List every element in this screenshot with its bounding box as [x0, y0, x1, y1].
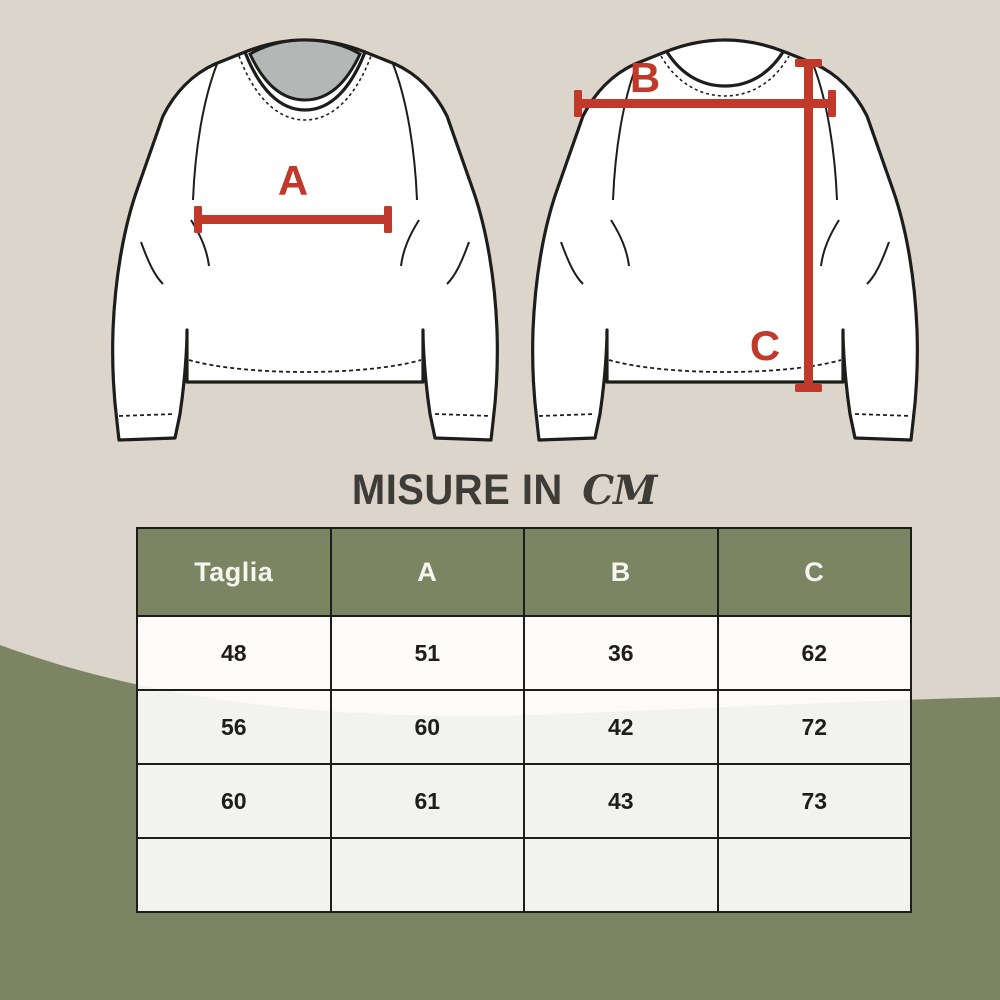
table-row: 60 61 43 73	[136, 763, 912, 839]
size-chart-table: Taglia A B C 48 51 36 62 56 60 42 72 60 …	[136, 527, 912, 913]
measure-a-bar	[198, 215, 388, 224]
cell-a: 60	[329, 689, 525, 765]
front-neck-stitch	[238, 55, 372, 121]
cell-size: 60	[136, 763, 332, 839]
measure-marker-b: B	[574, 54, 836, 117]
front-elbow-right	[446, 241, 470, 285]
garment-front-illustration: A	[111, 38, 499, 442]
measure-b-label: B	[630, 54, 660, 101]
chart-title: MISURE IN CM	[0, 466, 1000, 515]
back-elbow-right	[866, 241, 890, 285]
measure-c-cap-top	[795, 59, 822, 67]
table-row: 48 51 36 62	[136, 615, 912, 691]
cell-c: 73	[716, 763, 912, 839]
front-shoulder-seam-left	[192, 63, 218, 201]
measure-a-cap-left	[194, 206, 202, 233]
back-cuff-right	[854, 413, 912, 417]
back-cuff-left	[538, 413, 596, 417]
front-shoulder-seam-right	[392, 63, 418, 201]
cell-b: 36	[523, 615, 719, 691]
table-header-a: A	[329, 527, 525, 617]
back-neck-rib	[665, 51, 785, 88]
front-armhole-left	[190, 219, 210, 267]
measure-a-cap-right	[384, 206, 392, 233]
measure-a-label: A	[278, 157, 308, 204]
chart-title-main: MISURE IN	[351, 466, 563, 514]
measure-b-bar	[578, 99, 832, 108]
front-neck-rib	[243, 51, 367, 112]
front-neck-inner	[248, 38, 362, 102]
chart-title-unit: CM	[582, 467, 657, 514]
back-hem-stitch	[608, 359, 842, 373]
cell-b: 43	[523, 763, 719, 839]
cell-a	[329, 837, 525, 913]
front-armhole-right	[400, 219, 420, 267]
cell-a: 51	[329, 615, 525, 691]
cell-c	[716, 837, 912, 913]
cell-a: 61	[329, 763, 525, 839]
table-header-taglia: Taglia	[136, 527, 332, 617]
back-shoulder-seam-left	[612, 63, 638, 201]
cell-c: 62	[716, 615, 912, 691]
cell-size: 56	[136, 689, 332, 765]
garment-back-illustration: B C	[531, 38, 919, 442]
back-shoulder-seam-right	[812, 63, 838, 201]
cell-b: 42	[523, 689, 719, 765]
front-hem-stitch	[188, 359, 422, 373]
measure-c-bar	[804, 63, 813, 388]
table-row-empty	[136, 837, 912, 913]
cell-c: 72	[716, 689, 912, 765]
front-cuff-right	[434, 413, 492, 417]
cell-size: 48	[136, 615, 332, 691]
measure-b-cap-right	[828, 90, 836, 117]
table-header-c: C	[716, 527, 912, 617]
measure-marker-c: C	[750, 59, 822, 392]
measure-c-cap-bottom	[795, 384, 822, 392]
cell-size	[136, 837, 332, 913]
table-header-row: Taglia A B C	[136, 527, 912, 617]
back-neck-stitch	[660, 55, 790, 97]
back-armhole-right	[820, 219, 840, 267]
front-elbow-left	[140, 241, 164, 285]
measure-c-label: C	[750, 322, 780, 369]
measure-b-cap-left	[574, 90, 582, 117]
table-row: 56 60 42 72	[136, 689, 912, 765]
table-header-b: B	[523, 527, 719, 617]
measure-marker-a: A	[194, 157, 392, 233]
back-armhole-left	[610, 219, 630, 267]
front-cuff-left	[118, 413, 176, 417]
cell-b	[523, 837, 719, 913]
front-body-outline	[111, 38, 499, 442]
back-elbow-left	[560, 241, 584, 285]
